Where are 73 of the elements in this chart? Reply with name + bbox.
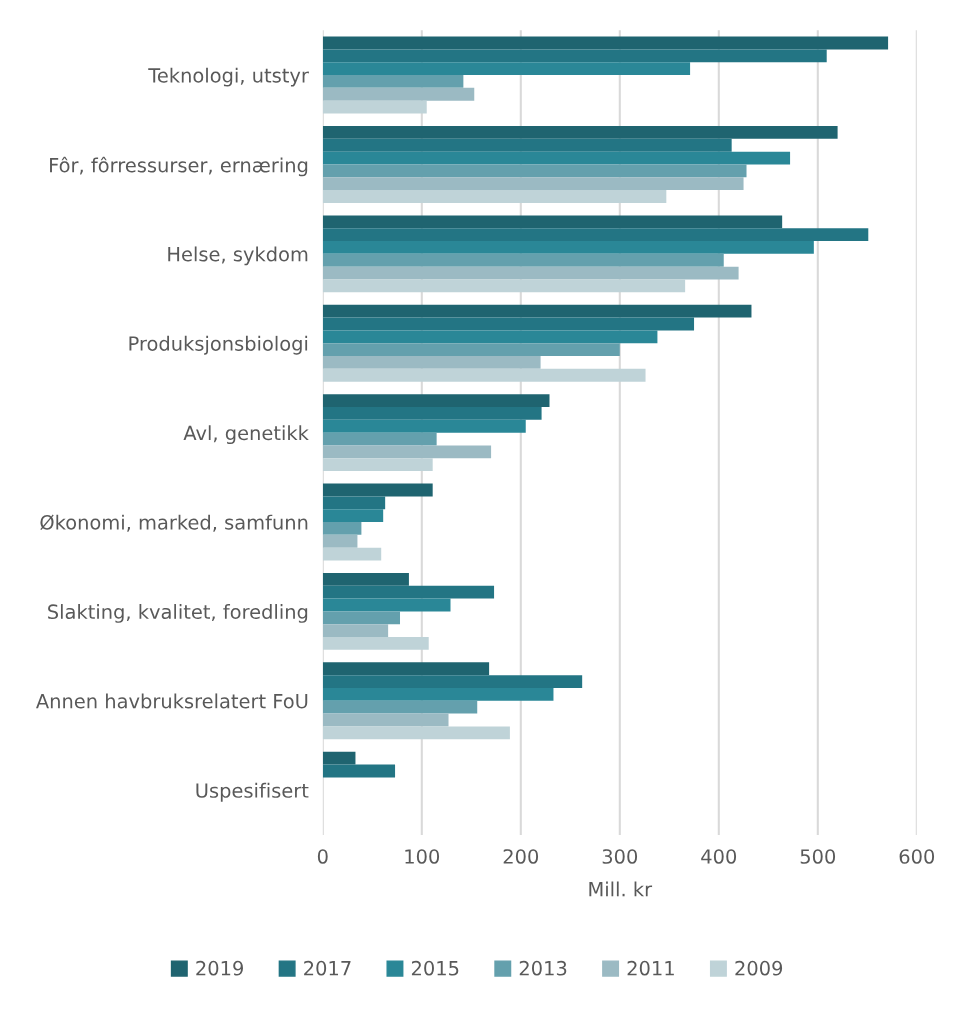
bar bbox=[322, 751, 356, 765]
bar bbox=[322, 547, 382, 561]
bar bbox=[322, 394, 550, 407]
bar bbox=[322, 764, 396, 778]
bar bbox=[322, 688, 554, 701]
bar bbox=[322, 675, 583, 688]
bar bbox=[322, 253, 724, 267]
bar bbox=[322, 228, 869, 242]
bar bbox=[322, 49, 827, 63]
bar bbox=[322, 496, 386, 510]
y-tick-label: Fôr, fôrressurser, ernæring bbox=[50, 156, 308, 177]
y-tick-label: Avl, genetikk bbox=[183, 425, 309, 445]
x-tick-label: 500 bbox=[800, 849, 836, 864]
bar bbox=[322, 279, 686, 293]
bar bbox=[322, 343, 620, 357]
bar bbox=[322, 445, 492, 459]
bar bbox=[322, 190, 667, 203]
bar bbox=[322, 317, 695, 331]
bar bbox=[322, 75, 464, 88]
bar bbox=[322, 432, 437, 446]
y-tick-label: Økonomi, marked, samfunn bbox=[40, 514, 308, 532]
bar bbox=[322, 483, 433, 497]
bar bbox=[322, 509, 384, 523]
bar bbox=[322, 572, 409, 586]
legend-label: 2015 bbox=[411, 960, 459, 976]
bar bbox=[322, 419, 526, 433]
bar bbox=[322, 87, 475, 101]
bar bbox=[322, 637, 429, 650]
bar bbox=[322, 304, 752, 318]
bar bbox=[322, 662, 490, 676]
y-tick-label: Annen havbruksrelatert FoU bbox=[36, 693, 308, 709]
bar bbox=[322, 62, 691, 76]
bar bbox=[322, 368, 646, 382]
x-tick-label: 200 bbox=[503, 849, 539, 864]
x-tick-label: 600 bbox=[899, 849, 935, 864]
bar bbox=[322, 700, 478, 714]
y-tick-label: Teknologi, utstyr bbox=[148, 67, 309, 87]
y-tick-label: Helse, sykdom bbox=[168, 246, 308, 266]
legend-label: 2013 bbox=[519, 960, 567, 976]
legend-label: 2009 bbox=[735, 960, 783, 976]
bar bbox=[322, 151, 791, 165]
x-axis-title: Mill. kr bbox=[589, 881, 653, 897]
x-tick-label: 300 bbox=[602, 849, 638, 864]
bar bbox=[322, 458, 433, 472]
bar bbox=[322, 585, 495, 599]
bar bbox=[322, 241, 814, 254]
bar bbox=[322, 726, 510, 740]
bar bbox=[322, 598, 451, 612]
y-tick-label: Produksjonsbiologi bbox=[129, 335, 308, 355]
legend-label: 2019 bbox=[196, 960, 243, 976]
bar bbox=[322, 266, 739, 280]
bar bbox=[322, 330, 658, 344]
y-tick-label: Uspesifisert bbox=[196, 782, 309, 802]
bar bbox=[322, 713, 449, 727]
y-tick-label: Slakting, kvalitet, foredling bbox=[48, 604, 308, 623]
legend-label: 2011 bbox=[627, 960, 674, 976]
bar bbox=[322, 215, 783, 229]
x-tick-label: 400 bbox=[701, 849, 737, 864]
bar bbox=[322, 100, 427, 114]
bar bbox=[322, 356, 541, 369]
bar bbox=[322, 407, 542, 420]
bar bbox=[322, 138, 732, 152]
bar bbox=[322, 126, 838, 139]
bar bbox=[322, 36, 889, 50]
x-tick-label: 100 bbox=[405, 849, 440, 864]
bar bbox=[322, 177, 744, 191]
bar bbox=[322, 534, 358, 548]
bar bbox=[322, 522, 362, 535]
x-tick-label: 0 bbox=[317, 849, 328, 864]
legend-label: 2017 bbox=[304, 960, 351, 976]
bar bbox=[322, 611, 401, 625]
bar bbox=[322, 624, 389, 638]
bar bbox=[322, 164, 747, 178]
